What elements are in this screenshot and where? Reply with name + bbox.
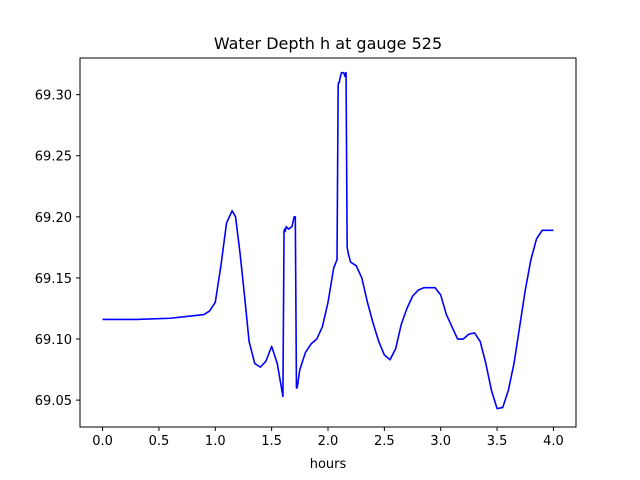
- series-layer: [102, 71, 554, 410]
- plot-area: [79, 57, 577, 428]
- y-tick-label: 69.30: [35, 89, 72, 104]
- y-tick-label: 69.05: [35, 394, 72, 409]
- x-tick-label: 1.0: [205, 434, 226, 449]
- x-tick-label: 3.0: [430, 434, 451, 449]
- x-tick-label: 4.0: [543, 434, 564, 449]
- y-tick-label: 69.15: [35, 272, 72, 287]
- x-tick-label: 2.0: [318, 434, 339, 449]
- y-tick-label: 69.25: [35, 150, 72, 165]
- x-axis-ticks: 0.0 0.5 1.0 1.5 2.0 2.5 3.0 3.5 4.0: [92, 427, 564, 449]
- x-tick-label: 1.5: [261, 434, 282, 449]
- plot-frame: [79, 57, 577, 428]
- x-axis-label: hours: [310, 457, 347, 472]
- x-tick-label: 0.0: [92, 434, 113, 449]
- x-tick-label: 3.5: [487, 434, 508, 449]
- y-tick-label: 69.10: [35, 333, 72, 348]
- y-tick-label: 69.20: [35, 211, 72, 226]
- chart-title: Water Depth h at gauge 525: [214, 34, 442, 53]
- series-line-1: [102, 71, 554, 410]
- x-tick-label: 0.5: [149, 434, 170, 449]
- x-tick-label: 2.5: [374, 434, 395, 449]
- y-axis-ticks: 69.05 69.10 69.15 69.20 69.25 69.30: [35, 89, 80, 409]
